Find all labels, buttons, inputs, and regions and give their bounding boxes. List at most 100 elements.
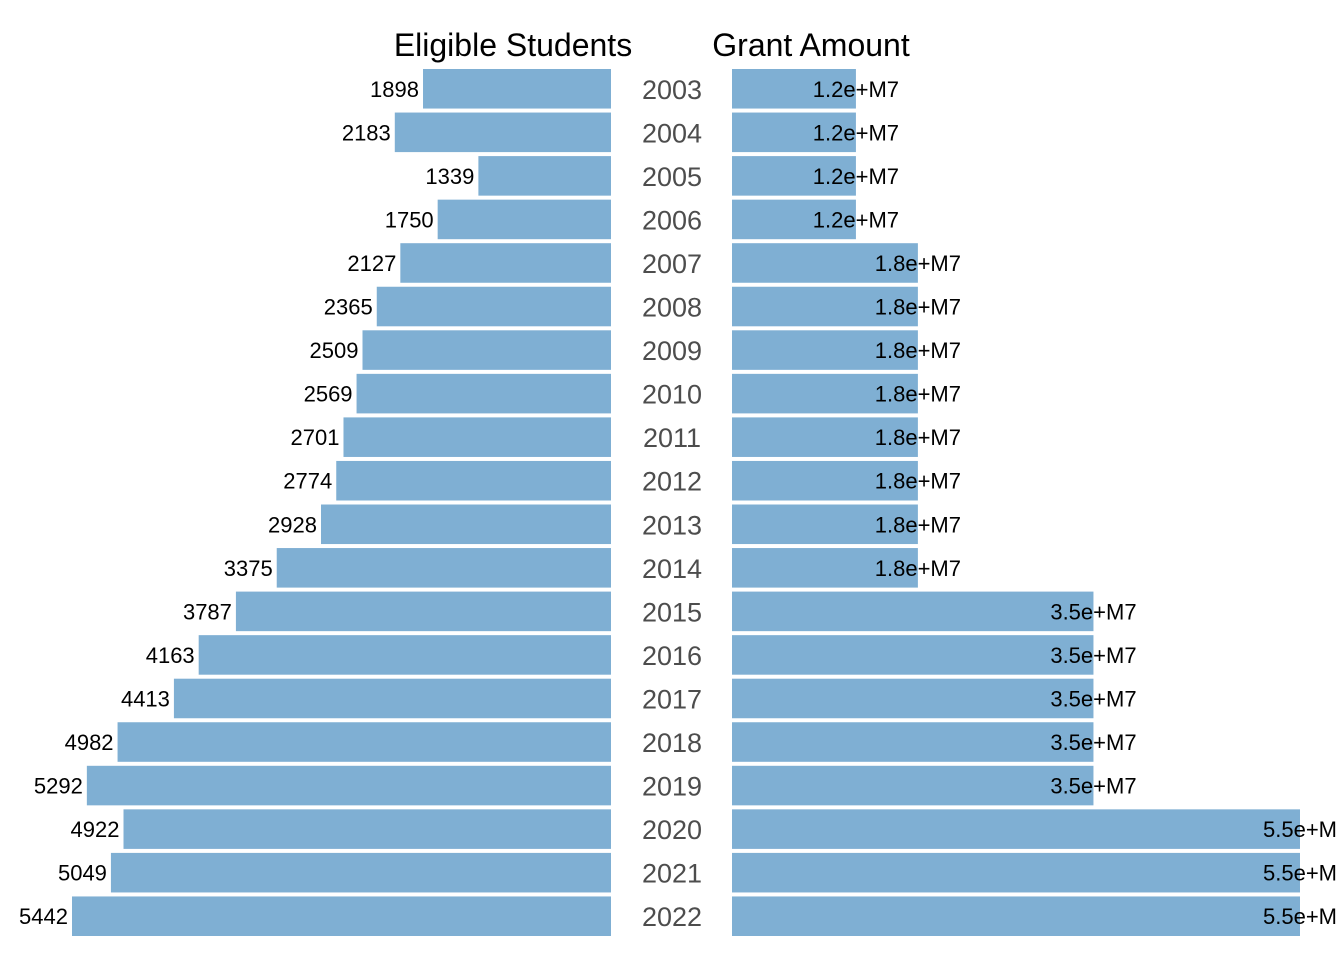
eligible-students-bar-2010	[356, 373, 611, 414]
eligible-students-bar-2004	[394, 112, 611, 153]
grant-amount-bar-2007	[732, 243, 918, 283]
eligible-students-value-label-2014: 3375	[224, 556, 273, 581]
year-tick-label-2013: 2013	[642, 510, 702, 540]
year-tick-label-2022: 2022	[642, 902, 702, 932]
eligible-students-bar-2016	[198, 635, 612, 675]
eligible-students-bar-2015	[235, 591, 612, 632]
grant-amount-title: Grant Amount	[712, 27, 910, 63]
year-tick-label-2010: 2010	[642, 380, 702, 410]
eligible-students-value-label-2021: 5049	[58, 861, 107, 886]
eligible-students-bars	[72, 69, 612, 936]
grant-amount-value-label-2018: 3.5e+M7	[1050, 730, 1136, 755]
grant-amount-bar-2020	[732, 809, 1300, 849]
eligible-students-bar-2017	[173, 678, 612, 719]
grant-amount-bar-2019	[732, 765, 1094, 806]
year-tick-label-2021: 2021	[642, 859, 702, 889]
grant-amount-bar-2018	[732, 722, 1094, 762]
eligible-students-bar-2021	[110, 852, 612, 893]
eligible-students-bar-2005	[478, 156, 611, 196]
grant-amount-value-label-2004: 1.2e+M7	[813, 120, 899, 145]
grant-amount-bar-2004	[732, 112, 856, 153]
grant-amount-value-label-2003: 1.2e+M7	[813, 77, 899, 102]
grant-amount-bar-2022	[732, 896, 1300, 936]
year-tick-label-2020: 2020	[642, 815, 702, 845]
grant-amount-value-label-2014: 1.8e+M7	[875, 556, 961, 581]
grant-amount-bar-2014	[732, 548, 918, 588]
eligible-students-value-label-2008: 2365	[324, 295, 373, 320]
eligible-students-value-label-2020: 4922	[71, 817, 120, 842]
eligible-students-bar-2006	[437, 199, 611, 240]
grant-amount-bar-2003	[732, 69, 856, 109]
eligible-students-value-label-2004: 2183	[342, 120, 391, 145]
eligible-students-value-labels: 1898 2183 1339 1750 2127 2365 2509 2569 2701 2774…	[19, 77, 474, 929]
eligible-students-bar-2007	[400, 243, 611, 283]
grant-amount-value-label-2017: 3.5e+M7	[1050, 686, 1136, 711]
eligible-students-bar-2008	[376, 286, 611, 327]
grant-amount-bar-2016	[732, 635, 1094, 675]
grant-amount-bar-2012	[732, 460, 918, 501]
grant-amount-value-label-2009: 1.8e+M7	[875, 338, 961, 363]
year-tick-label-2019: 2019	[642, 772, 702, 802]
grant-amount-value-label-2010: 1.8e+M7	[875, 382, 961, 407]
year-tick-label-2009: 2009	[642, 336, 702, 366]
grant-amount-bar-2021	[732, 852, 1300, 893]
grant-amount-value-label-2019: 3.5e+M7	[1050, 774, 1136, 799]
grant-amount-value-label-2007: 1.8e+M7	[875, 251, 961, 276]
grant-amount-bar-2013	[732, 504, 918, 545]
grant-amount-bars	[732, 69, 1300, 936]
grant-amount-value-label-2015: 3.5e+M7	[1050, 599, 1136, 624]
eligible-students-bar-2018	[117, 722, 611, 762]
grant-amount-bar-2009	[732, 330, 918, 370]
grant-amount-value-label-2021: 5.5e+M	[1263, 861, 1337, 886]
eligible-students-bar-2013	[320, 504, 611, 545]
year-tick-label-2005: 2005	[642, 162, 702, 192]
grant-amount-value-label-2016: 3.5e+M7	[1050, 643, 1136, 668]
eligible-students-bar-2012	[336, 460, 611, 501]
eligible-students-value-label-2010: 2569	[304, 382, 353, 407]
grant-amount-panel: Grant Amount 1.2e+M71.2e+M71.2e+M71.2e+M…	[712, 27, 1337, 936]
year-tick-label-2004: 2004	[642, 118, 702, 148]
year-tick-label-2015: 2015	[642, 597, 702, 627]
year-tick-label-2017: 2017	[642, 684, 702, 714]
grant-amount-bar-2006	[732, 199, 856, 240]
eligible-students-value-label-2011: 2701	[291, 425, 340, 450]
grant-amount-bar-2017	[732, 678, 1094, 719]
eligible-students-value-label-2005: 1339	[425, 164, 474, 189]
year-tick-label-2003: 2003	[642, 75, 702, 105]
eligible-students-value-label-2012: 2774	[283, 469, 332, 494]
grant-amount-bar-2010	[732, 373, 918, 414]
eligible-students-value-label-2015: 3787	[183, 599, 232, 624]
grant-amount-value-label-2020: 5.5e+M	[1263, 817, 1337, 842]
eligible-students-value-label-2003: 1898	[370, 77, 419, 102]
eligible-students-bar-2022	[72, 896, 611, 936]
grant-amount-value-label-2008: 1.8e+M7	[875, 295, 961, 320]
eligible-students-bar-2020	[123, 809, 612, 849]
grant-amount-value-label-2006: 1.2e+M7	[813, 207, 899, 232]
eligible-students-bar-2003	[423, 69, 611, 109]
eligible-students-value-label-2022: 5442	[19, 904, 68, 929]
grant-amount-bar-2015	[732, 591, 1094, 632]
year-tick-label-2012: 2012	[642, 467, 702, 497]
grant-amount-value-label-2012: 1.8e+M7	[875, 469, 961, 494]
eligible-students-value-label-2016: 4163	[146, 643, 195, 668]
year-tick-label-2006: 2006	[642, 205, 702, 235]
grant-amount-bar-2011	[732, 417, 918, 457]
grant-amount-bar-2005	[732, 156, 856, 196]
year-tick-label-2008: 2008	[642, 293, 702, 323]
eligible-students-bar-2009	[362, 330, 611, 370]
eligible-students-value-label-2018: 4982	[65, 730, 114, 755]
eligible-students-value-label-2013: 2928	[268, 512, 317, 537]
eligible-students-value-label-2019: 5292	[34, 774, 83, 799]
eligible-students-value-label-2006: 1750	[385, 207, 434, 232]
grant-amount-value-label-2022: 5.5e+M	[1263, 904, 1337, 929]
eligible-students-title: Eligible Students	[394, 27, 632, 63]
eligible-students-value-label-2009: 2509	[310, 338, 359, 363]
eligible-students-value-label-2007: 2127	[347, 251, 396, 276]
year-axis: 2003 2004 2005 2006 2007 2008 2009 2010 2011 2012…	[642, 75, 702, 932]
grant-amount-bar-2008	[732, 286, 918, 327]
year-tick-label-2018: 2018	[642, 728, 702, 758]
grant-amount-value-label-2011: 1.8e+M7	[875, 425, 961, 450]
eligible-students-panel: Eligible Students 1898 2183 1339 1750 2127 23…	[19, 27, 632, 936]
